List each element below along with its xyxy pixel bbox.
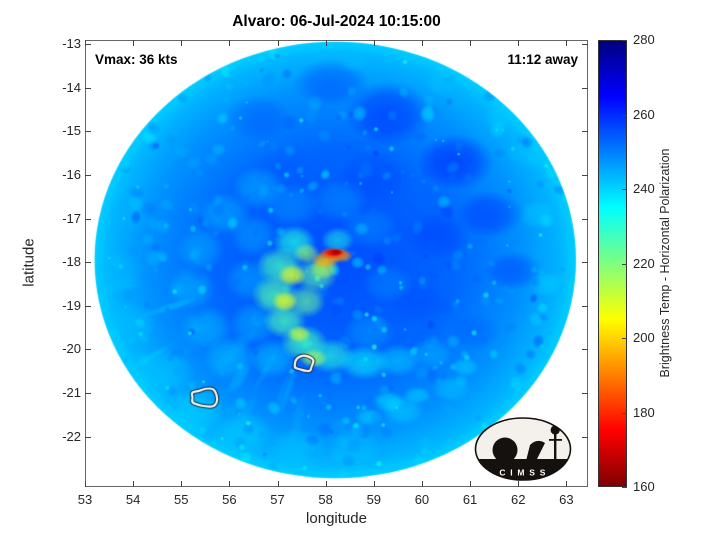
y-tick-label: -18 (62, 254, 81, 270)
x-tick-mark (229, 481, 231, 487)
x-tick-label: 54 (125, 492, 141, 507)
x-tick-mark (277, 40, 279, 46)
y-tick-label: -22 (62, 428, 81, 444)
x-tick-mark (566, 40, 568, 46)
time-away-annotation: 11:12 away (507, 52, 578, 67)
colorbar-tick-label: 260 (633, 106, 655, 122)
colorbar-tick-label: 180 (633, 404, 655, 420)
x-tick-mark (229, 40, 231, 46)
colorbar-tick-label: 200 (633, 330, 655, 345)
x-tick-mark (518, 40, 520, 46)
y-tick-label: -20 (62, 341, 81, 357)
x-tick-mark (133, 40, 135, 46)
x-tick-mark (566, 481, 568, 487)
x-tick-label: 62 (510, 492, 526, 507)
x-tick-label: 57 (270, 492, 285, 507)
vmax-annotation: Vmax: 36 kts (95, 52, 178, 67)
plot-area: Vmax: 36 kts 11:12 away C I M S S (85, 40, 588, 487)
x-tick-mark (421, 481, 423, 487)
x-tick-mark (373, 40, 375, 46)
colorbar-tick-label: 240 (633, 181, 655, 196)
y-tick-label: -17 (62, 210, 81, 226)
x-tick-mark (470, 481, 472, 487)
cimss-logo: C I M S S (474, 417, 572, 481)
y-axis-label: latitude (20, 238, 38, 287)
x-tick-mark (181, 40, 183, 46)
y-tick-mark (85, 305, 91, 307)
y-tick-mark (582, 393, 588, 395)
x-tick-mark (470, 40, 472, 46)
y-tick-mark (85, 262, 91, 264)
logo-text: C I M S S (499, 468, 546, 478)
y-tick-mark (582, 87, 588, 89)
y-tick-label: -13 (62, 35, 81, 51)
x-tick-label: 58 (318, 492, 333, 507)
x-tick-mark (277, 481, 279, 487)
x-tick-label: 56 (222, 492, 237, 507)
y-tick-mark (582, 436, 588, 438)
y-tick-label: -14 (62, 79, 81, 95)
y-tick-mark (582, 349, 588, 351)
x-tick-label: 61 (462, 492, 478, 507)
logo-ground (475, 459, 571, 467)
x-tick-mark (373, 481, 375, 487)
y-tick-mark (85, 436, 91, 438)
colorbar-tick-label: 160 (633, 479, 655, 494)
y-tick-mark (85, 87, 91, 89)
y-tick-mark (582, 262, 588, 264)
chart-title: Alvaro: 06-Jul-2024 10:15:00 (232, 13, 441, 30)
colorbar-tick-mark (622, 487, 627, 488)
dish-antenna-icon (526, 440, 545, 461)
x-tick-label: 60 (414, 492, 430, 507)
y-tick-mark (582, 305, 588, 307)
y-tick-label: -15 (62, 123, 81, 139)
y-tick-mark (85, 393, 91, 395)
y-tick-mark (582, 218, 588, 220)
x-tick-label: 59 (366, 492, 382, 507)
y-tick-mark (582, 131, 588, 133)
satellite-swath-image (85, 40, 588, 487)
y-tick-mark (582, 43, 588, 45)
radome-silhouette-icon (492, 437, 518, 463)
x-tick-mark (518, 481, 520, 487)
x-tick-mark (325, 40, 327, 46)
x-tick-mark (133, 481, 135, 487)
y-tick-label: -19 (62, 297, 81, 313)
x-tick-label: 63 (559, 492, 574, 507)
x-tick-mark (181, 481, 183, 487)
colorbar-tick-mark (622, 40, 627, 41)
x-tick-mark (325, 481, 327, 487)
colorbar-tick-mark (622, 263, 627, 265)
x-tick-mark (85, 481, 86, 487)
colorbar-tick-label: 280 (633, 32, 655, 47)
x-axis-label: longitude (306, 510, 367, 527)
colorbar-tick-mark (622, 189, 627, 190)
y-tick-mark (85, 131, 91, 133)
y-tick-mark (85, 43, 91, 45)
tower-crossarm (549, 439, 562, 441)
colorbar-tick-mark (622, 338, 627, 339)
logo-rim (474, 417, 572, 481)
colorbar-tick-label: 220 (633, 255, 655, 271)
y-tick-mark (582, 174, 588, 176)
y-tick-mark (85, 218, 91, 220)
tower-icon (554, 433, 557, 461)
x-tick-label: 55 (174, 492, 189, 507)
colorbar-tick-mark (622, 114, 627, 116)
x-tick-label: 53 (77, 492, 93, 507)
x-tick-mark (421, 40, 423, 46)
y-tick-mark (85, 174, 91, 176)
y-tick-label: -21 (62, 385, 81, 401)
y-tick-mark (85, 349, 91, 351)
colorbar-tick-mark (622, 412, 627, 414)
y-tick-label: -16 (62, 166, 81, 182)
